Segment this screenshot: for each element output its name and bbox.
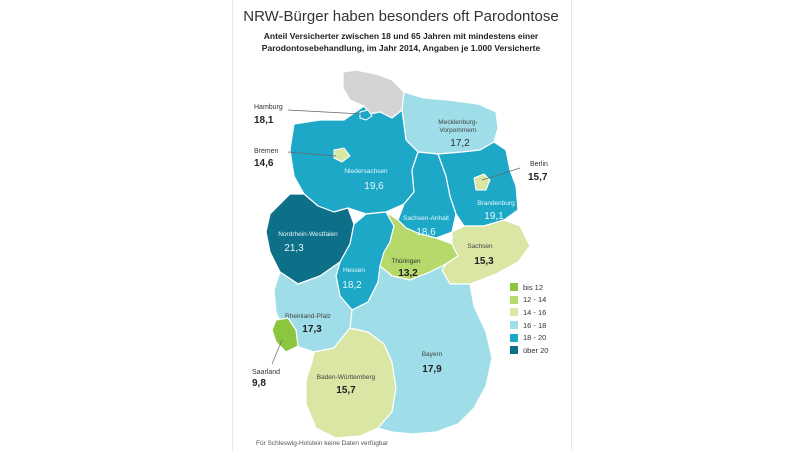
label-ns-value: 19,6 — [364, 181, 384, 192]
label-rp-value: 17,3 — [302, 324, 322, 335]
legend-label: 16 - 18 — [523, 320, 547, 330]
subtitle-line-1: Anteil Versicherter zwischen 18 und 65 J… — [263, 31, 539, 41]
label-he-value: 18,2 — [342, 280, 362, 291]
region-bayern — [349, 263, 493, 435]
subtitle-line-2: Parodontosebehandlung, im Jahr 2014, Ang… — [261, 43, 541, 53]
region-sachsen — [441, 219, 531, 285]
label-sa-name: Sachsen-Anhalt — [403, 215, 449, 222]
legend-swatch — [510, 308, 518, 317]
legend: bis 12 12 - 14 14 - 16 16 - 18 18 - 20 ü… — [510, 281, 548, 357]
chart-title: NRW-Bürger haben besonders oft Parodonto… — [243, 8, 559, 25]
legend-swatch — [510, 333, 518, 342]
leader-line-berlin — [481, 167, 521, 181]
region-hamburg — [359, 109, 373, 121]
legend-swatch — [510, 321, 518, 330]
label-hamburg-value: 18,1 — [254, 115, 274, 126]
legend-item: 12 - 14 — [510, 294, 548, 307]
region-schleswig-holstein — [342, 69, 405, 119]
legend-swatch — [510, 295, 518, 304]
label-sn-value: 15,3 — [474, 256, 494, 267]
label-by-value: 17,9 — [422, 364, 442, 375]
legend-swatch — [510, 346, 518, 355]
label-sa-value: 18,6 — [416, 227, 436, 238]
label-sn-name: Sachsen — [467, 243, 493, 250]
leader-line-hamburg — [287, 109, 363, 115]
label-bb-value: 19,1 — [484, 211, 504, 222]
label-th-name: Thüringen — [391, 258, 421, 265]
label-bb-name: Brandenburg — [477, 200, 515, 207]
legend-label: über 20 — [523, 345, 549, 355]
legend-item: bis 12 — [510, 281, 548, 294]
legend-item: 16 - 18 — [510, 319, 548, 332]
label-saarland-value: 9,8 — [252, 378, 266, 389]
legend-label: 18 - 20 — [523, 333, 547, 343]
legend-item: über 20 — [510, 344, 548, 357]
label-berlin-value: 15,7 — [528, 172, 548, 183]
label-bw-name: Baden-Württemberg — [317, 374, 376, 381]
label-mv-value: 17,2 — [450, 138, 470, 149]
label-hamburg-name: Hamburg — [254, 104, 283, 111]
label-mv-name-2: Vorpommern — [439, 127, 477, 134]
label-nrw-value: 21,3 — [284, 243, 304, 254]
legend-label: 14 - 16 — [523, 307, 547, 317]
label-ns-name: Niedersachsen — [344, 168, 388, 175]
footnote: Für Schleswig-Holstein keine Daten verfü… — [256, 440, 389, 447]
legend-label: 12 - 14 — [523, 295, 547, 305]
label-he-name: Hessen — [343, 267, 365, 274]
label-nrw-name: Nordrhein-Westfalen — [278, 231, 338, 238]
legend-swatch — [510, 283, 518, 292]
region-bremen — [333, 147, 351, 163]
label-bremen-name: Bremen — [254, 148, 279, 155]
label-berlin-name: Berlin — [530, 161, 548, 168]
region-saarland — [271, 317, 299, 353]
label-rp-name: Rheinland-Pfalz — [285, 313, 331, 320]
label-th-value: 13,2 — [398, 268, 418, 279]
label-bremen-value: 14,6 — [254, 158, 274, 169]
leader-line-bremen — [287, 151, 337, 157]
chart-subtitle: Anteil Versicherter zwischen 18 und 65 J… — [250, 30, 552, 54]
legend-label: bis 12 — [523, 282, 544, 292]
label-mv-name-1: Mecklenburg- — [438, 119, 477, 126]
label-by-name: Bayern — [422, 351, 443, 358]
leader-line-saarland — [271, 339, 283, 365]
region-berlin — [473, 173, 491, 191]
legend-item: 18 - 20 — [510, 331, 548, 344]
label-saarland-name: Saarland — [252, 369, 280, 376]
legend-item: 14 - 16 — [510, 306, 548, 319]
label-bw-value: 15,7 — [336, 385, 356, 396]
